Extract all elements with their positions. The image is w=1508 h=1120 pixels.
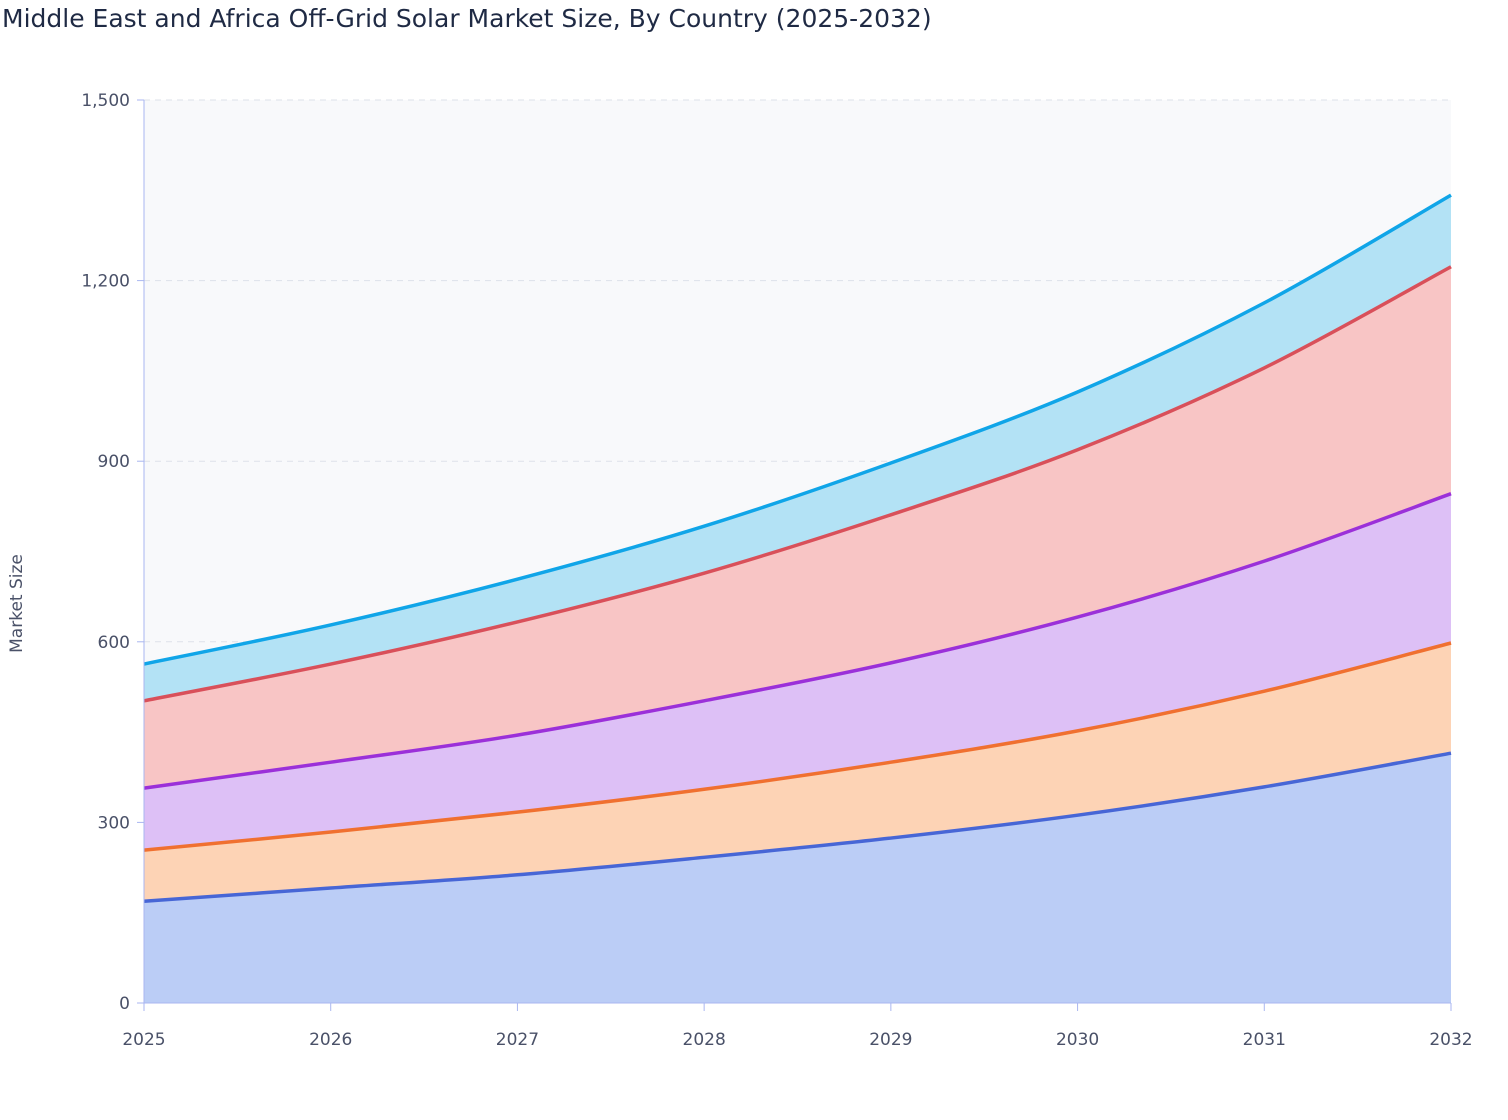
- area-series-5: [144, 195, 1451, 701]
- x-tick-label: 2030: [1056, 1030, 1099, 1050]
- area-series-4: [144, 266, 1451, 789]
- chart-title: Middle East and Africa Off-Grid Solar Ma…: [2, 4, 932, 33]
- y-axis-label: Market Size: [7, 554, 27, 653]
- area-series-1: [144, 753, 1451, 1003]
- x-tick-label: 2025: [122, 1030, 165, 1050]
- y-tick-label: 900: [98, 452, 130, 472]
- area-series-2: [144, 643, 1451, 902]
- y-tick-label: 1,500: [81, 91, 130, 111]
- line-series-5: [143, 193, 1452, 666]
- y-tick-label: 600: [98, 633, 130, 653]
- area-series-3: [144, 493, 1451, 851]
- line-series-2: [143, 641, 1452, 852]
- x-tick-label: 2029: [869, 1030, 912, 1050]
- y-tick-label: 1,200: [81, 272, 130, 292]
- x-tick-label: 2032: [1429, 1030, 1472, 1050]
- x-tick-label: 2026: [309, 1030, 352, 1050]
- x-tick-label: 2031: [1243, 1030, 1286, 1050]
- line-series-3: [143, 492, 1452, 790]
- y-tick-label: 300: [98, 813, 130, 833]
- y-tick-label: 0: [119, 994, 130, 1014]
- x-tick-label: 2027: [496, 1030, 539, 1050]
- line-series-1: [143, 751, 1452, 904]
- x-tick-label: 2028: [683, 1030, 726, 1050]
- line-series-4: [143, 265, 1452, 703]
